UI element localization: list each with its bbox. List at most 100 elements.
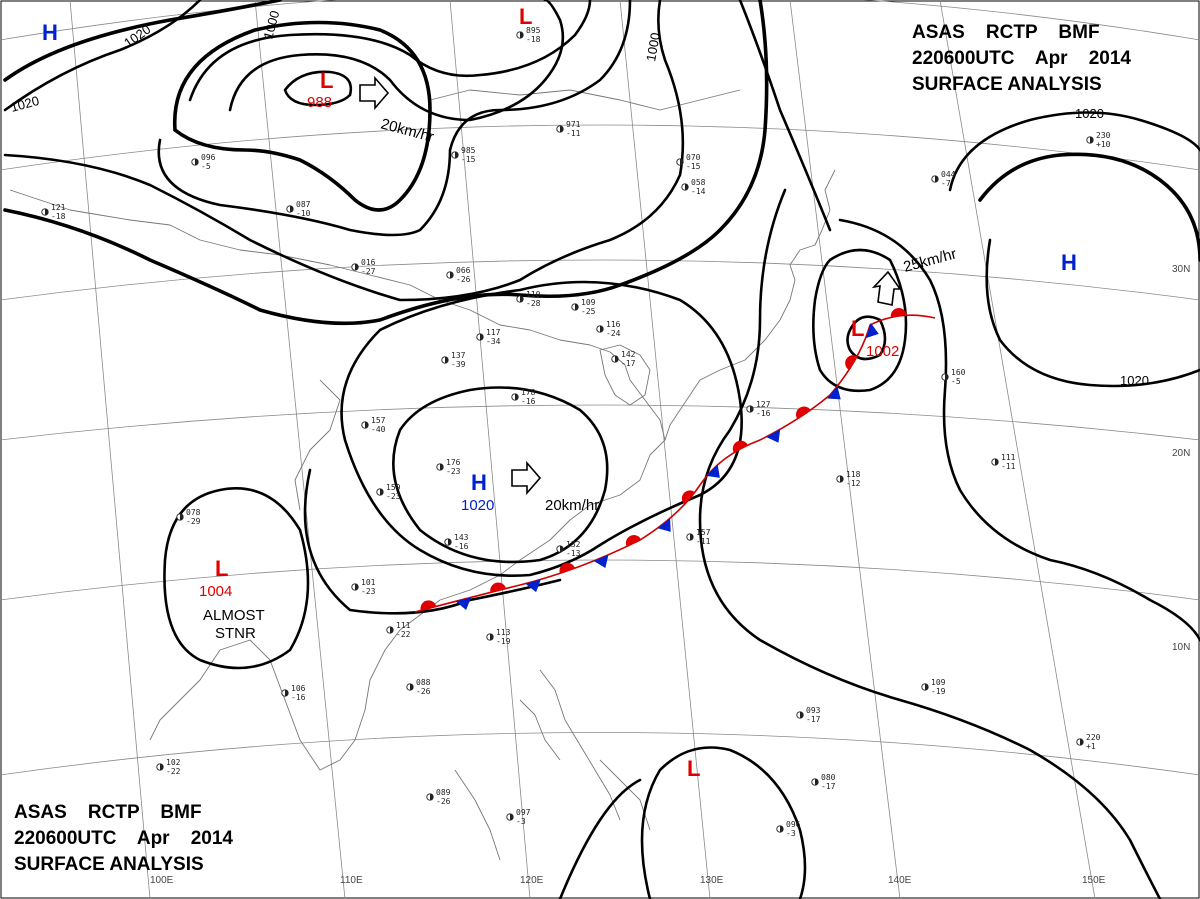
station-tendency: -12 (846, 479, 861, 488)
station-tendency: -11 (696, 537, 711, 546)
cold-front-icon (525, 579, 541, 593)
station-pressure: 118 (846, 470, 861, 479)
station-pressure: 157 (696, 528, 711, 537)
station-tendency: -19 (496, 637, 511, 646)
warm-front-icon (795, 406, 811, 419)
station-tendency: -28 (526, 299, 541, 308)
station-cloud-cover (925, 683, 929, 691)
header-title: SURFACE ANALYSIS (912, 74, 1102, 95)
station-cloud-cover (560, 545, 564, 553)
station-pressure: 230 (1096, 131, 1111, 140)
station-cloud-cover (45, 208, 49, 216)
isobar-label: 1000 (643, 31, 663, 62)
station-tendency: -13 (566, 549, 581, 558)
station-cloud-cover (390, 626, 394, 634)
high-pressure-center: H (471, 470, 487, 495)
station-pressure: 106 (291, 684, 306, 693)
station-pressure: 220 (1086, 733, 1101, 742)
station-pressure: 178 (521, 388, 536, 397)
station-tendency: -16 (291, 693, 306, 702)
station-tendency: -26 (416, 687, 431, 696)
station-pressure: 044 (941, 170, 956, 179)
station-tendency: +10 (1096, 140, 1111, 149)
high-pressure-value: 1020 (461, 497, 494, 514)
station-pressure: 101 (361, 578, 376, 587)
station-pressure: 109 (931, 678, 946, 687)
station-cloud-cover (680, 158, 684, 166)
station-tendency: -10 (296, 209, 311, 218)
footer-datetime: 220600UTC Apr 2014 (14, 828, 233, 849)
header-agency: ASAS RCTP BMF (912, 22, 1100, 43)
low-pressure-value: 988 (307, 94, 332, 111)
cold-front-icon (593, 554, 609, 569)
warm-front-icon (732, 440, 748, 453)
station-cloud-cover (600, 325, 604, 333)
station-pressure: 127 (756, 400, 771, 409)
cold-front-icon (455, 597, 472, 611)
station-pressure: 160 (951, 368, 966, 377)
station-tendency: -23 (446, 467, 461, 476)
station-pressure: 113 (496, 628, 511, 637)
isobar-label: 1020 (9, 93, 41, 115)
station-cloud-cover (380, 488, 384, 496)
station-pressure: 080 (821, 773, 836, 782)
station-tendency: -11 (566, 129, 581, 138)
station-cloud-cover (1090, 136, 1094, 144)
station-pressure: 985 (461, 146, 476, 155)
station-cloud-cover (448, 538, 452, 546)
movement-arrow-icon (359, 75, 902, 496)
isobars (3, 0, 1200, 899)
station-cloud-cover (510, 813, 514, 821)
isobar-label: 1020 (1075, 106, 1104, 121)
station-cloud-cover (520, 31, 524, 39)
station-tendency: -17 (806, 715, 821, 724)
station-tendency: -29 (186, 517, 201, 526)
station-cloud-cover (800, 711, 804, 719)
station-tendency: -34 (486, 337, 501, 346)
low-pressure-center: L (687, 756, 700, 781)
station-tendency: -16 (454, 542, 469, 551)
footer-title: SURFACE ANALYSIS (14, 854, 204, 875)
station-tendency: -27 (361, 267, 376, 276)
station-cloud-cover (290, 205, 294, 213)
warm-front-icon (625, 535, 642, 547)
station-cloud-cover (560, 125, 564, 133)
low-pressure-value: 1002 (866, 343, 899, 360)
station-pressure: 116 (606, 320, 621, 329)
station-tendency: -19 (931, 687, 946, 696)
longitude-label: 110E (340, 875, 363, 886)
station-tendency: -15 (686, 162, 701, 171)
station-cloud-cover (515, 393, 519, 401)
low-pressure-center: L (215, 556, 228, 581)
cold-front-icon (865, 322, 879, 339)
station-pressure: 121 (51, 203, 66, 212)
station-cloud-cover (410, 683, 414, 691)
low-pressure-center: L (851, 316, 864, 341)
station-tendency: -5 (201, 162, 211, 171)
station-cloud-cover (995, 458, 999, 466)
station-cloud-cover (450, 271, 454, 279)
header-bottom-left: ASAS RCTP BMF 220600UTC Apr 2014 SURFACE… (14, 802, 233, 875)
warm-front-icon (681, 490, 696, 505)
station-tendency: -7 (941, 179, 951, 188)
station-tendency: -18 (51, 212, 66, 221)
station-cloud-cover (520, 295, 524, 303)
station-pressure: 110 (526, 290, 541, 299)
station-tendency: -17 (821, 782, 836, 791)
station-cloud-cover (750, 405, 754, 413)
station-cloud-cover (935, 175, 939, 183)
station-tendency: -26 (436, 797, 451, 806)
low-pressure-center: L (320, 68, 333, 93)
station-cloud-cover (455, 151, 459, 159)
almost-stationary-label: STNR (215, 625, 256, 642)
station-pressure: 089 (436, 788, 451, 797)
cold-front-icon (657, 518, 671, 532)
grid-labels: 110E 120E 130E 140E 150E 100E 30N 20N 10… (150, 264, 1190, 886)
station-pressure: 895 (526, 26, 541, 35)
header-datetime: 220600UTC Apr 2014 (912, 48, 1131, 69)
station-pressure: 066 (456, 266, 471, 275)
station-cloud-cover (615, 355, 619, 363)
station-tendency: -25 (581, 307, 596, 316)
